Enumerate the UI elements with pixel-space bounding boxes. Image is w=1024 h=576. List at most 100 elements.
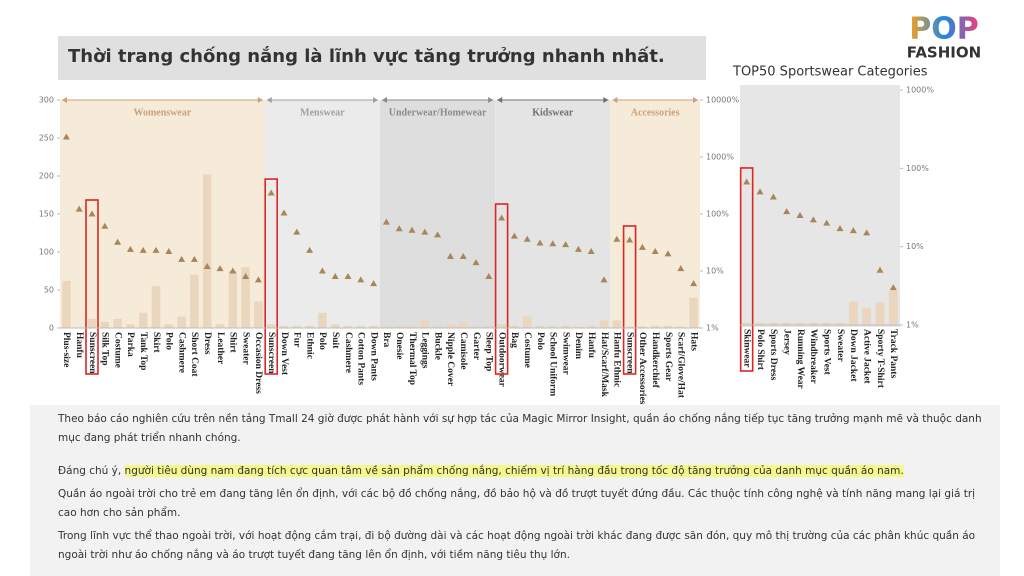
- bar: [742, 322, 752, 325]
- bar: [330, 324, 340, 328]
- x-tick-label: Cotton Pants: [356, 332, 366, 385]
- bar: [663, 325, 673, 328]
- bar: [62, 280, 71, 328]
- bar: [782, 322, 792, 325]
- growth-marker: [523, 235, 531, 242]
- bar: [292, 325, 302, 328]
- bar: [875, 302, 885, 325]
- growth-marker: [114, 238, 122, 245]
- bar: [228, 271, 238, 328]
- growth-marker: [229, 267, 237, 274]
- logo-top: POP: [909, 12, 978, 47]
- x-tick-label: Sleep Top: [484, 332, 494, 371]
- group-label: Underwear/Homewear: [389, 107, 487, 118]
- y2-tick-label: 1000%: [906, 86, 934, 95]
- growth-marker: [318, 267, 326, 274]
- bar: [407, 325, 417, 328]
- y2-tick-label: 100%: [706, 210, 729, 219]
- x-tick-label: Sports Vest: [821, 329, 831, 375]
- bar: [561, 325, 570, 328]
- bar: [87, 318, 97, 328]
- x-tick-label: Active Jacket: [861, 329, 871, 384]
- x-tick-label: Hat/Scarf/Mask: [599, 332, 609, 398]
- charts: POP FASHION TOP50 Sportswear Categories …: [39, 12, 981, 405]
- x-tick-label: Occasion Dress: [253, 332, 263, 394]
- growth-marker: [849, 227, 857, 234]
- growth-marker: [836, 225, 844, 232]
- bar: [522, 316, 532, 328]
- bar: [177, 316, 186, 328]
- y-tick-label: 150: [39, 210, 54, 219]
- bar: [318, 312, 327, 328]
- x-tick-label: Swimwear: [560, 332, 570, 376]
- bar: [420, 320, 430, 328]
- y-tick-label: 250: [39, 134, 54, 143]
- growth-marker: [459, 252, 467, 259]
- bar: [164, 324, 174, 328]
- title-box: Thời trang chống nắng là lĩnh vực tăng t…: [58, 36, 706, 80]
- growth-marker: [651, 247, 659, 254]
- growth-marker: [421, 228, 429, 235]
- x-tick-label: School Uniform: [548, 332, 558, 396]
- bar: [862, 307, 872, 325]
- x-tick-label: Down Vest: [279, 332, 289, 376]
- x-tick-label: Onesie: [394, 332, 404, 359]
- growth-marker: [101, 222, 109, 229]
- growth-marker: [613, 235, 621, 242]
- growth-marker: [434, 231, 442, 238]
- bar: [510, 325, 519, 328]
- growth-marker: [165, 247, 173, 254]
- paragraph-text: Theo báo cáo nghiên cứu trên nền tảng Tm…: [58, 413, 982, 444]
- x-tick-label: Bra: [381, 332, 391, 348]
- growth-marker: [485, 273, 493, 280]
- group-label: Kidswear: [532, 107, 574, 118]
- growth-marker: [756, 188, 764, 195]
- growth-marker: [498, 214, 506, 221]
- growth-marker: [638, 243, 646, 250]
- x-tick-label: Other Accessories: [637, 332, 647, 405]
- growth-marker: [306, 246, 314, 253]
- group-label: Womenswear: [134, 107, 192, 118]
- x-tick-label: Parka: [125, 332, 135, 357]
- y-tick-label: 0: [49, 324, 54, 333]
- growth-marker: [863, 229, 871, 236]
- bar: [795, 322, 805, 325]
- growth-marker: [344, 273, 352, 280]
- bar: [113, 318, 122, 328]
- y2-tick-label: 10%: [906, 242, 924, 251]
- bar: [369, 325, 378, 328]
- growth-marker: [472, 259, 480, 266]
- growth-marker: [889, 284, 897, 291]
- growth-marker: [203, 262, 211, 269]
- growth-marker: [690, 280, 698, 287]
- x-tick-label: Sunscreen: [624, 332, 634, 374]
- growth-marker: [88, 210, 96, 217]
- bar: [446, 324, 455, 328]
- x-tick-label: Hanfu: [586, 332, 596, 359]
- x-tick-label: Sweater: [240, 332, 250, 365]
- highlight-box: [264, 178, 279, 375]
- growth-marker: [139, 246, 147, 253]
- growth-marker: [510, 232, 518, 239]
- x-tick-label: Garter: [471, 332, 481, 361]
- growth-marker: [664, 250, 672, 257]
- x-tick-label: Down Pants: [368, 332, 378, 381]
- paragraph-text: Quần áo ngoài trời cho trẻ em đang tăng …: [58, 488, 976, 519]
- bar: [835, 322, 845, 325]
- growth-marker: [446, 252, 454, 259]
- x-tick-label: Silk Top: [100, 332, 110, 366]
- bar: [279, 325, 289, 328]
- x-tick-label: Skirt: [151, 332, 161, 353]
- group-background: [380, 100, 496, 328]
- x-tick-label: Nipple Cover: [445, 332, 455, 387]
- growth-marker: [178, 255, 186, 262]
- bar: [768, 322, 778, 325]
- growth-marker: [743, 178, 751, 185]
- x-tick-label: Sports Gear: [663, 332, 673, 382]
- bar: [484, 325, 494, 328]
- growth-marker: [769, 193, 777, 200]
- growth-marker: [62, 133, 70, 140]
- growth-marker: [783, 208, 791, 215]
- x-tick-label: Hanfu Ethnic: [612, 332, 622, 387]
- bar: [888, 290, 898, 325]
